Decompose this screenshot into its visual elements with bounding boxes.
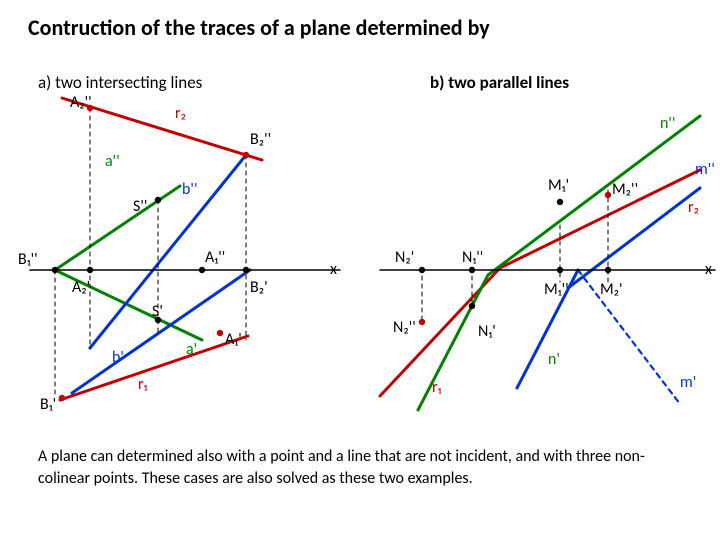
point-label: S'' — [133, 197, 147, 216]
point-label: r₂ — [175, 104, 186, 123]
point-label: n'' — [660, 114, 675, 133]
point-label: b' — [112, 348, 124, 367]
point-label: r₁ — [432, 378, 442, 397]
point-label: B₂' — [250, 278, 268, 297]
point-label: b'' — [182, 180, 197, 199]
point-label: x — [705, 260, 712, 279]
point-label: m'' — [695, 160, 715, 179]
point-label: S' — [152, 302, 163, 321]
point-label: B₂'' — [250, 130, 271, 149]
point-label: A₁'' — [205, 248, 225, 267]
point-label: r₁ — [138, 375, 148, 394]
point-label: N₁'' — [462, 248, 483, 267]
stage: Contruction of the traces of a plane det… — [0, 0, 720, 540]
footnote: A plane can determined also with a point… — [38, 446, 658, 489]
point-label: r₂ — [688, 198, 699, 217]
point-label: M₂'' — [612, 180, 638, 199]
point-label: A₂' — [72, 278, 90, 297]
point-label: m' — [680, 373, 696, 392]
point-label: M₁'' — [544, 280, 569, 299]
point-label: A₂'' — [70, 93, 92, 112]
point-label: x — [330, 260, 337, 279]
point-label: n' — [548, 350, 560, 369]
point-label: N₂' — [395, 248, 414, 267]
point-label: M₁' — [548, 176, 569, 195]
point-label: B₁'' — [18, 250, 38, 269]
point-label: A₁' — [225, 330, 242, 349]
point-label: N₂'' — [393, 318, 416, 337]
point-label: a' — [186, 340, 197, 359]
point-label: B₁' — [40, 395, 56, 414]
point-label: a'' — [105, 152, 120, 171]
point-label: N₁' — [478, 322, 496, 341]
point-label: M₂' — [600, 280, 623, 299]
